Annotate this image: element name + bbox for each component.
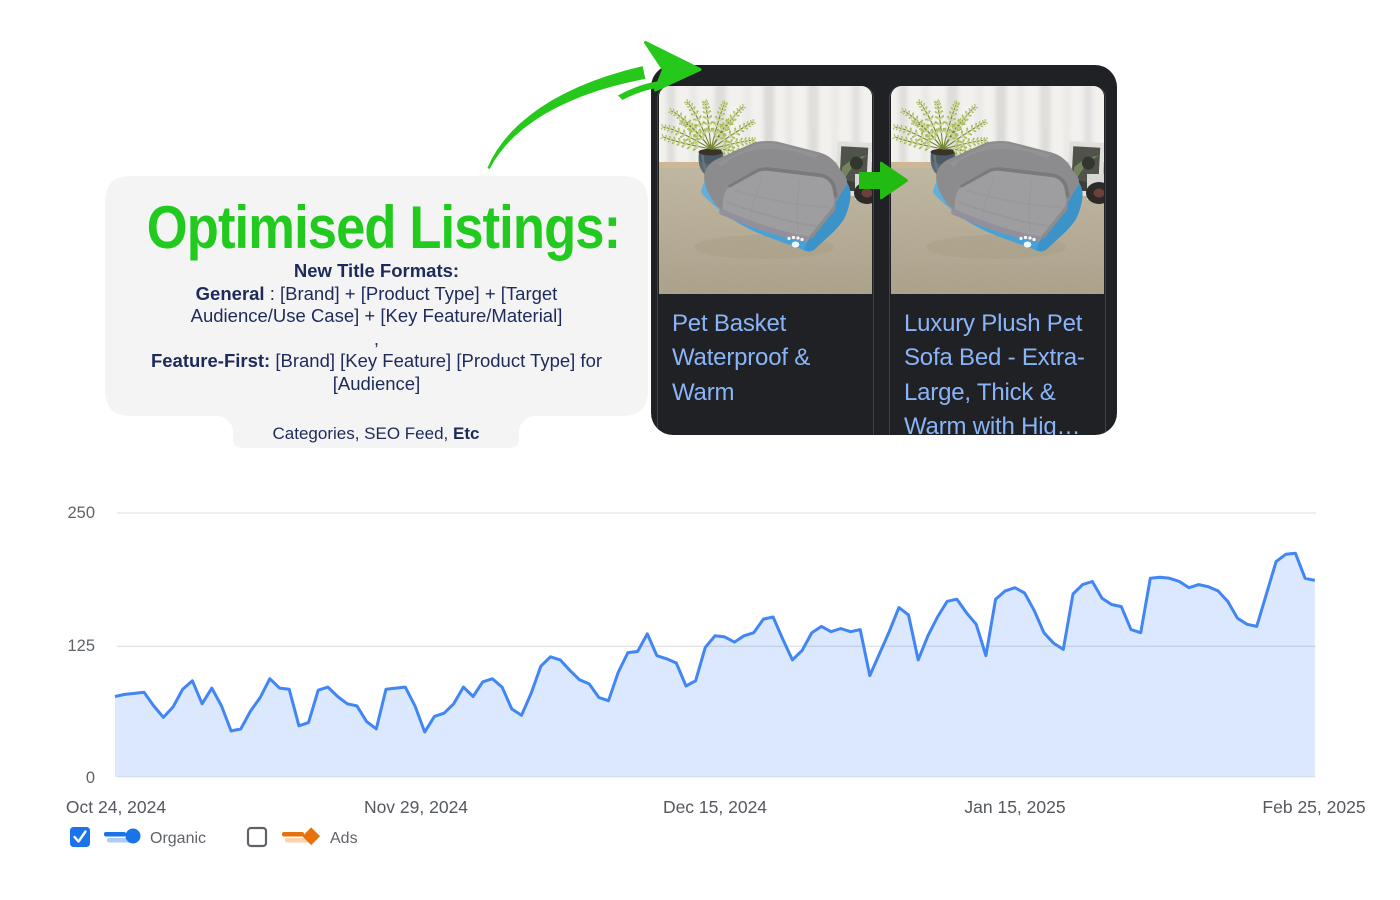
svg-text:Dec 15, 2024: Dec 15, 2024 bbox=[663, 797, 767, 817]
svg-text:Jan 15, 2025: Jan 15, 2025 bbox=[964, 797, 1065, 817]
svg-text:Oct 24, 2024: Oct 24, 2024 bbox=[66, 797, 166, 817]
svg-text:Nov 29, 2024: Nov 29, 2024 bbox=[364, 797, 468, 817]
svg-text:250: 250 bbox=[67, 504, 95, 522]
svg-text:0: 0 bbox=[86, 769, 95, 787]
svg-text:Ads: Ads bbox=[330, 830, 358, 847]
svg-text:Organic: Organic bbox=[150, 830, 206, 847]
svg-text:Feb 25, 2025: Feb 25, 2025 bbox=[1262, 797, 1365, 817]
svg-text:125: 125 bbox=[67, 637, 95, 655]
